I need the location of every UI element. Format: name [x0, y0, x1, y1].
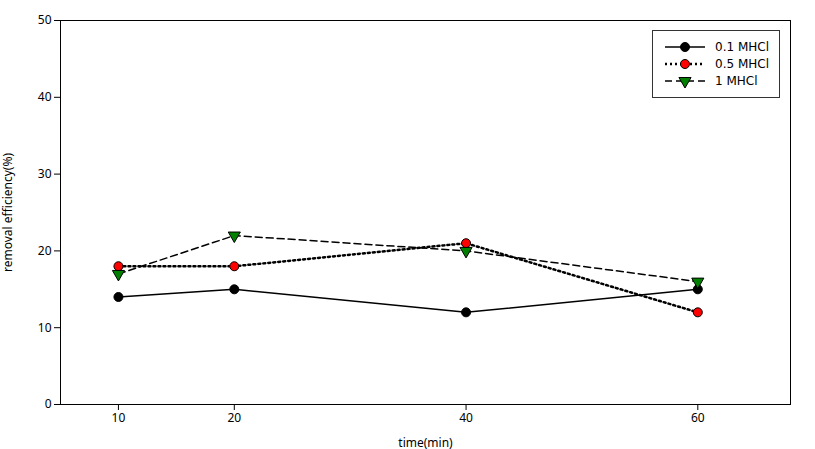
- svg-text:20: 20: [38, 242, 52, 259]
- html-text:0.5 MHCl: 0.5 MHCl: [715, 57, 769, 71]
- svg-text:40: 40: [459, 409, 473, 426]
- html-text:0.1 MHCl: 0.1 MHCl: [715, 40, 769, 54]
- svg-text:40: 40: [38, 88, 52, 105]
- svg-text:0: 0: [45, 395, 52, 412]
- svg-text:10: 10: [112, 409, 126, 426]
- svg-text:10: 10: [38, 319, 52, 336]
- svg-text:60: 60: [691, 409, 705, 426]
- svg-text:time(min): time(min): [398, 434, 453, 449]
- svg-text:30: 30: [38, 165, 52, 182]
- svg-text:50: 50: [38, 11, 52, 28]
- svg-text:20: 20: [227, 409, 241, 426]
- html-text:1 MHCl: 1 MHCl: [715, 74, 758, 88]
- svg-text:removal efficiency(%): removal efficiency(%): [0, 153, 16, 272]
